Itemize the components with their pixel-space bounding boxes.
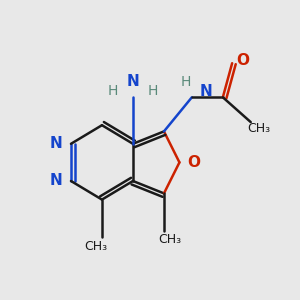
Text: N: N <box>127 74 139 89</box>
Text: O: O <box>187 155 200 170</box>
Text: N: N <box>50 136 62 151</box>
Text: H: H <box>148 84 158 98</box>
Text: H: H <box>108 84 118 98</box>
Text: O: O <box>236 52 250 68</box>
Text: N: N <box>200 84 212 99</box>
Text: N: N <box>50 173 62 188</box>
Text: CH₃: CH₃ <box>159 233 182 246</box>
Text: CH₃: CH₃ <box>247 122 270 135</box>
Text: H: H <box>181 75 191 89</box>
Text: CH₃: CH₃ <box>84 240 107 253</box>
